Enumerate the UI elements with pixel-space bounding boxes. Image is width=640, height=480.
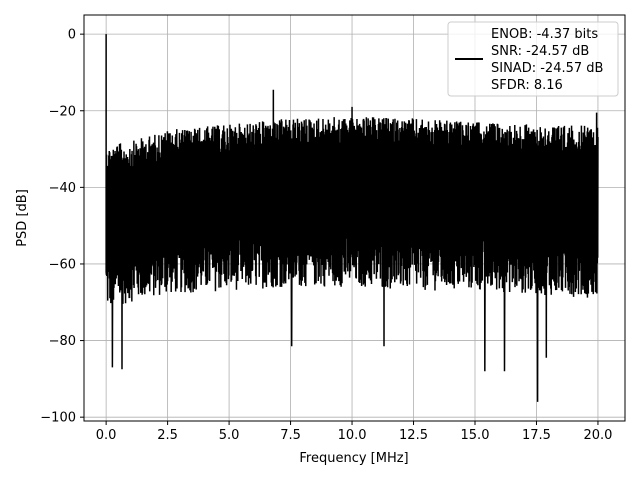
- legend-entry-snr: SNR: -24.57 dB: [491, 44, 589, 59]
- x-axis: 0.0 2.5 5.0 7.5 10.0 12.5 15.0 17.5 20.0: [96, 421, 612, 443]
- psd-trace: [105, 34, 599, 402]
- legend-entry-sfdr: SFDR: 8.16: [491, 78, 563, 93]
- legend: ENOB: -4.37 bits SNR: -24.57 dB SINAD: -…: [447, 21, 619, 97]
- y-tick-label: −100: [40, 411, 76, 426]
- x-tick-label: 5.0: [219, 428, 240, 443]
- y-axis-label: PSD [dB]: [15, 189, 30, 247]
- x-tick-label: 15.0: [461, 428, 490, 443]
- y-tick-label: −80: [49, 334, 76, 349]
- x-tick-label: 0.0: [96, 428, 117, 443]
- y-axis: 0 −20 −40 −60 −80 −100: [40, 28, 84, 426]
- x-tick-label: 2.5: [157, 428, 178, 443]
- legend-box: [447, 21, 619, 97]
- plot-frame: [83, 14, 626, 422]
- x-tick-label: 20.0: [583, 428, 612, 443]
- x-tick-label: 12.5: [399, 428, 428, 443]
- legend-entry-sinad: SINAD: -24.57 dB: [491, 61, 603, 76]
- x-tick-label: 10.0: [338, 428, 367, 443]
- y-tick-label: −20: [49, 104, 76, 119]
- x-tick-label: 7.5: [280, 428, 301, 443]
- legend-entry-enob: ENOB: -4.37 bits: [491, 27, 598, 42]
- x-tick-label: 17.5: [522, 428, 551, 443]
- series-line: [105, 34, 599, 402]
- y-tick-label: 0: [68, 28, 76, 43]
- y-tick-label: −60: [49, 257, 76, 272]
- x-axis-label: Frequency [MHz]: [299, 451, 408, 466]
- y-tick-label: −40: [49, 181, 76, 196]
